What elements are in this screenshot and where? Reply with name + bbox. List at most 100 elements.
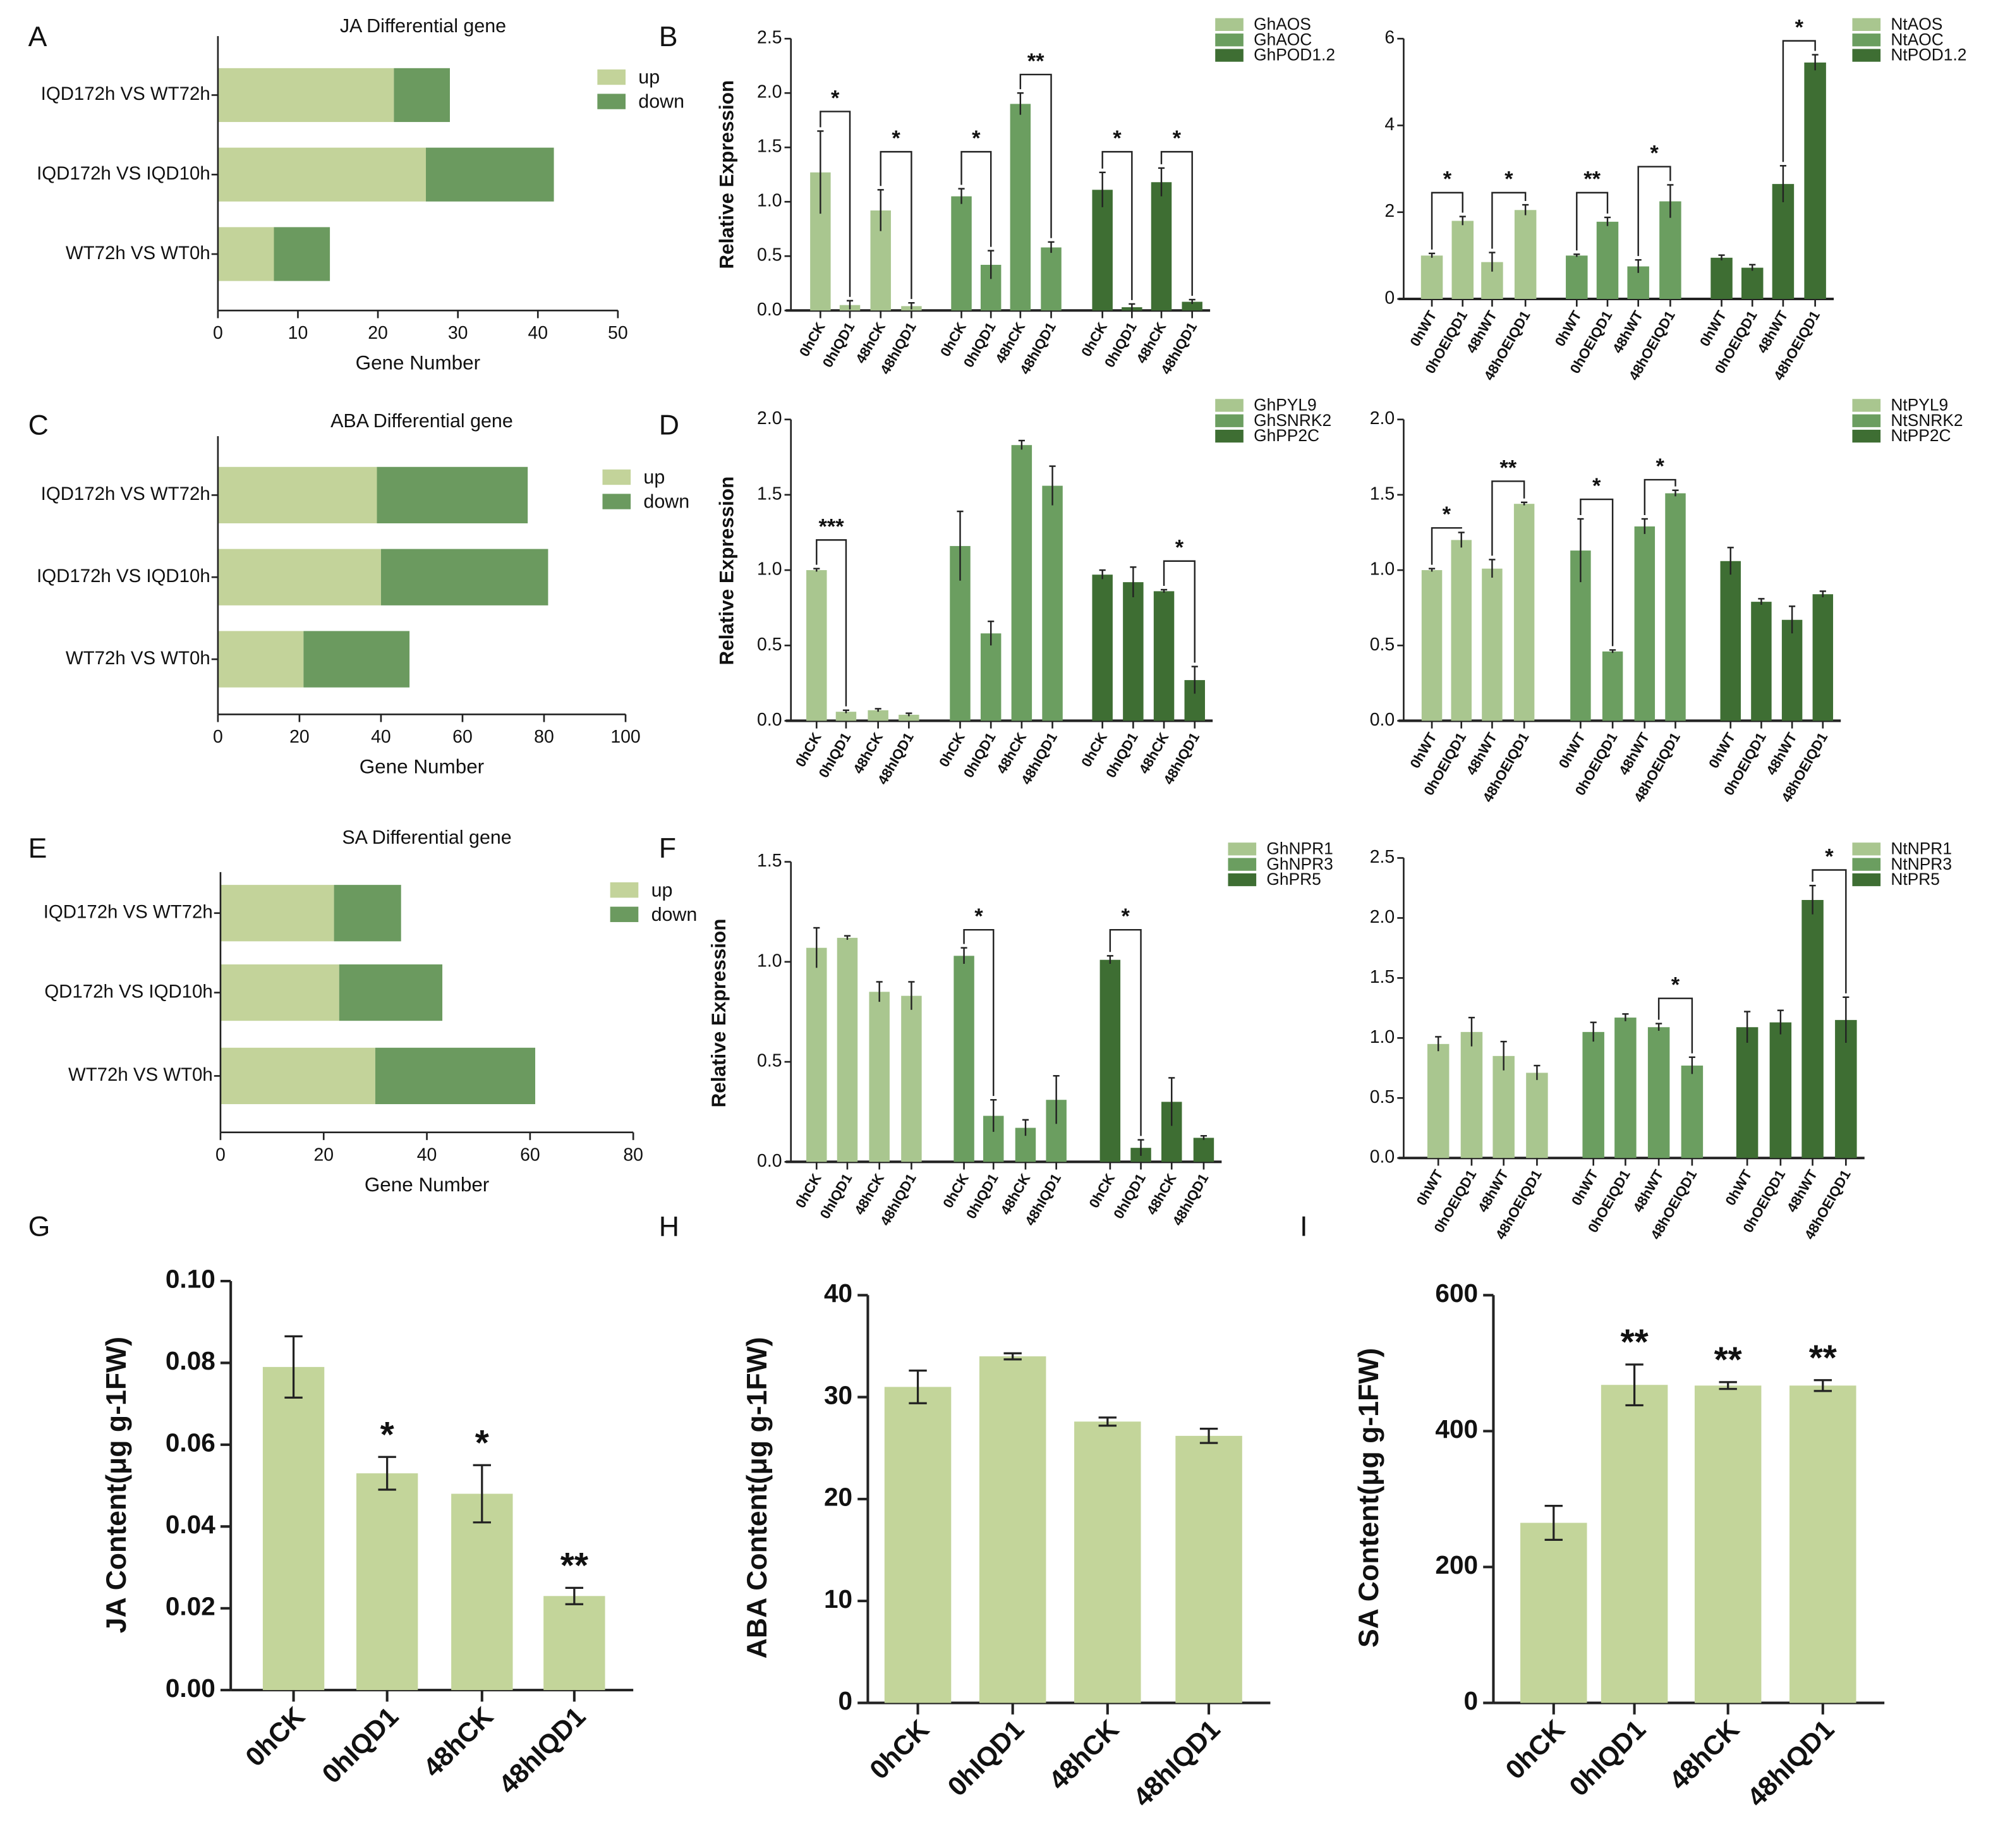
y-tick-label: 2.5	[1370, 847, 1395, 867]
x-tick-label: 10	[288, 323, 308, 343]
significance-bracket	[1019, 73, 1052, 238]
significance-bracket	[880, 150, 912, 300]
category-label: WT72h VS WT0h	[68, 1064, 213, 1085]
x-tick-label: 0hWT	[1568, 1167, 1601, 1208]
bar-up	[217, 466, 377, 524]
y-tick-label: 0.5	[757, 245, 782, 265]
significance-label: **	[1714, 1340, 1743, 1380]
x-tick-label: 40	[417, 1145, 437, 1165]
legend-label: up	[651, 879, 673, 901]
panel-label: E	[28, 833, 47, 864]
category-label: IQD172h VS WT72h	[41, 83, 210, 104]
significance-bracket	[1160, 150, 1193, 296]
bar-GhSNRK2	[1042, 485, 1063, 721]
legend-label: GhAOS	[1254, 15, 1311, 33]
legend-label: GhNPR3	[1266, 854, 1333, 873]
y-tick-label: 0.0	[757, 710, 782, 730]
chart-panel-11: I 0 200 400 600 SA Content(μg g-1FW) 0hCK0hIQD…	[1300, 1212, 1885, 1813]
x-tick-label: 30	[448, 323, 468, 343]
significance-label: ***	[818, 514, 844, 538]
significance-label: *	[1592, 474, 1601, 498]
bar-up	[217, 549, 381, 605]
y-tick-label: 1.0	[1370, 559, 1395, 580]
significance-label: **	[1027, 49, 1044, 73]
bar-GhNPR1	[869, 992, 890, 1162]
significance-label: *	[1443, 167, 1452, 191]
y-tick-label: 2.0	[757, 82, 782, 102]
y-tick-label: 2.0	[1370, 408, 1395, 429]
bar-GhPYL9	[835, 712, 857, 721]
bar-NtAOC	[1596, 221, 1619, 300]
legend-swatch	[1215, 429, 1244, 443]
significance-bracket	[820, 111, 851, 297]
bar-down	[334, 885, 401, 942]
x-tick-label: 0hWT	[1556, 729, 1589, 770]
y-tick-label: 2.0	[1370, 907, 1395, 927]
y-tick-label: 2	[1384, 201, 1395, 221]
bar	[356, 1473, 418, 1691]
bar-NtPYL9	[1451, 540, 1472, 721]
significance-bracket	[1812, 869, 1847, 994]
significance-label: *	[1650, 142, 1659, 166]
y-tick-label: 0.0	[757, 1151, 782, 1171]
x-tick-label: 0hWT	[1705, 729, 1738, 770]
legend-label: GhPOD1.2	[1254, 46, 1335, 64]
x-axis-label: Gene Number	[365, 1174, 489, 1196]
significance-bracket	[1782, 40, 1816, 162]
x-tick-label: 0hCK	[792, 730, 825, 770]
legend-swatch	[1215, 33, 1244, 47]
legend-swatch	[1852, 858, 1881, 871]
category-label: QD172h VS IQD10h	[44, 981, 212, 1002]
bar-GhPP2C	[1092, 574, 1113, 721]
bar-NtPP2C	[1812, 594, 1834, 721]
chart-title: JA Differential gene	[340, 15, 506, 37]
y-tick-label: 4	[1384, 114, 1395, 135]
x-axis-label: Gene Number	[356, 352, 480, 374]
bar-down	[303, 631, 410, 688]
significance-label: *	[1175, 536, 1184, 560]
legend-swatch	[597, 94, 626, 109]
chart-title: ABA Differential gene	[330, 410, 513, 432]
bar-GhNPR1	[837, 937, 858, 1162]
legend-label: NtPOD1.2	[1891, 46, 1966, 64]
legend-label: NtPR5	[1891, 870, 1940, 889]
x-tick-label: 0hCK	[864, 1714, 935, 1785]
bar-NtNPR1	[1526, 1073, 1548, 1158]
chart-panel-3: C ABA Differential gene IQD172h VS WT72h IQ…	[28, 410, 690, 778]
x-tick-label: 48hIQD1	[1127, 1714, 1226, 1813]
bar-NtSNRK2	[1602, 651, 1623, 721]
bar-up	[217, 68, 394, 123]
y-tick-label: 0.04	[166, 1510, 215, 1539]
significance-bracket	[960, 150, 992, 247]
bar-NtPR5	[1769, 1022, 1792, 1158]
y-axis-label: JA Content(μg g-1FW)	[101, 1337, 132, 1633]
bar-up	[220, 964, 339, 1021]
bar-GhSNRK2	[1011, 445, 1032, 721]
y-tick-label: 1.0	[757, 951, 782, 971]
chart-panel-10: H 0 10 20 30 40 ABA Content(μg g-1FW) 0hCK 0hIQD…	[659, 1212, 1271, 1813]
legend-swatch	[1852, 399, 1881, 412]
x-tick-label: 0hCK	[1086, 1171, 1118, 1211]
panel-label: F	[659, 833, 676, 864]
legend-label: down	[651, 904, 698, 925]
significance-label: *	[1656, 454, 1664, 478]
legend-label: NtSNRK2	[1891, 411, 1963, 430]
panel-label: I	[1300, 1212, 1307, 1243]
y-tick-label: 0.0	[757, 300, 782, 320]
bar-GhNPR1	[901, 995, 922, 1162]
x-axis-label: Gene Number	[360, 756, 484, 778]
y-tick-label: 1.0	[757, 191, 782, 211]
bar	[979, 1356, 1046, 1703]
x-tick-label: 0hWT	[1414, 1167, 1446, 1208]
significance-label: *	[380, 1415, 395, 1455]
significance-bracket	[963, 928, 995, 1097]
category-label: WT72h VS WT0h	[66, 243, 210, 264]
legend-label: down	[643, 491, 689, 513]
bar-NtPP2C	[1720, 561, 1741, 721]
significance-bracket	[1101, 150, 1133, 300]
bar-NtSNRK2	[1665, 493, 1686, 721]
bar-NtNPR3	[1614, 1018, 1637, 1158]
x-tick-label: 40	[528, 323, 548, 343]
x-tick-label: 0hCK	[792, 1171, 825, 1211]
